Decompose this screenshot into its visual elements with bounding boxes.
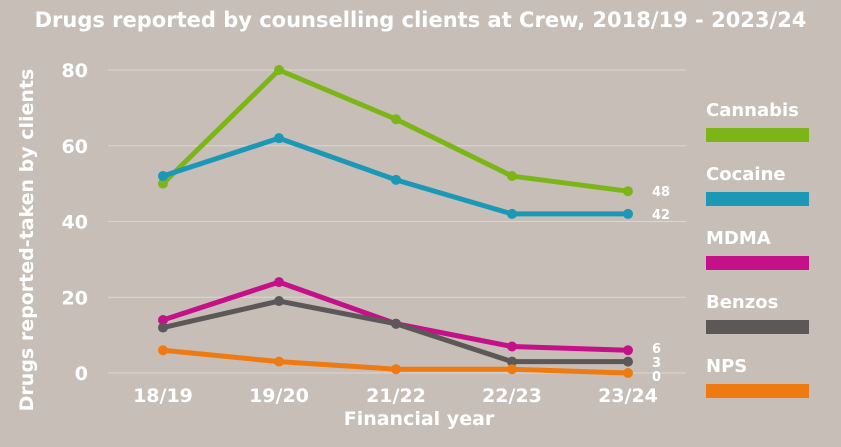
x-tick-label: 19/20 [249,385,309,407]
y-tick-label: 20 [62,287,88,309]
legend-label: Benzos [706,292,779,313]
legend-item-mdma: MDMA [706,228,816,292]
data-point-benzos [274,296,284,307]
legend-swatch [706,384,809,398]
data-point-cannabis [158,178,168,189]
end-label-cocaine: 42 [652,208,670,223]
legend-label: Cocaine [706,164,786,185]
data-point-cocaine [158,171,168,182]
data-point-nps [391,364,401,375]
series-line-cannabis [160,67,631,194]
legend-item-benzos: Benzos [706,292,816,356]
x-axis-label: Financial year [343,408,495,430]
data-point-mdma [623,345,633,356]
data-point-cocaine [274,133,284,144]
series-points [158,65,633,378]
y-tick-label: 40 [62,212,88,234]
x-tick-label: 18/19 [133,385,193,407]
legend: Cannabis Cocaine MDMA Benzos NPS [706,100,816,420]
x-tick-label: 21/22 [366,385,426,407]
data-point-cannabis [623,186,633,197]
end-label-cannabis: 48 [652,185,670,200]
legend-swatch [706,320,809,334]
x-axis-ticks: 18/19 19/20 21/22 22/23 23/24 [133,385,658,407]
legend-label: MDMA [706,228,771,249]
end-label-nps: 0 [652,370,661,385]
data-point-nps [274,356,284,367]
end-label-mdma: 6 [652,342,661,357]
data-point-cannabis [274,65,284,75]
series-line-benzos [160,298,631,365]
chart-title: Drugs reported by counselling clients at… [34,8,807,32]
series-line-mdma [160,279,631,353]
data-point-benzos [391,318,401,329]
legend-label: NPS [706,356,748,377]
data-point-benzos [623,356,633,367]
data-point-benzos [507,356,517,367]
y-tick-label: 0 [75,363,88,385]
data-point-mdma [158,314,168,325]
x-tick-label: 23/24 [598,385,658,407]
legend-swatch [706,192,809,206]
data-point-cannabis [507,171,517,182]
end-value-labels: 48 42 630 [652,185,670,385]
y-tick-label: 60 [62,136,88,158]
legend-item-cannabis: Cannabis [706,100,816,164]
y-axis-label: Drugs reported-taken by clients [16,68,38,412]
legend-label: Cannabis [706,100,799,121]
legend-item-cocaine: Cocaine [706,164,816,228]
legend-swatch [706,256,809,270]
data-point-mdma [274,277,284,288]
legend-swatch [706,128,809,142]
data-point-cocaine [623,208,633,219]
data-point-mdma [507,341,517,352]
y-tick-label: 80 [62,60,88,82]
data-point-cocaine [507,208,517,219]
data-point-nps [507,364,517,375]
data-point-benzos [158,322,168,333]
data-point-nps [158,345,168,356]
data-point-cocaine [391,174,401,185]
y-axis-ticks: 0 20 40 60 80 [62,60,88,385]
end-label-benzos: 3 [652,356,661,371]
data-point-nps [623,368,633,378]
legend-item-nps: NPS [706,356,816,420]
data-point-cannabis [391,114,401,125]
x-tick-label: 22/23 [482,385,542,407]
